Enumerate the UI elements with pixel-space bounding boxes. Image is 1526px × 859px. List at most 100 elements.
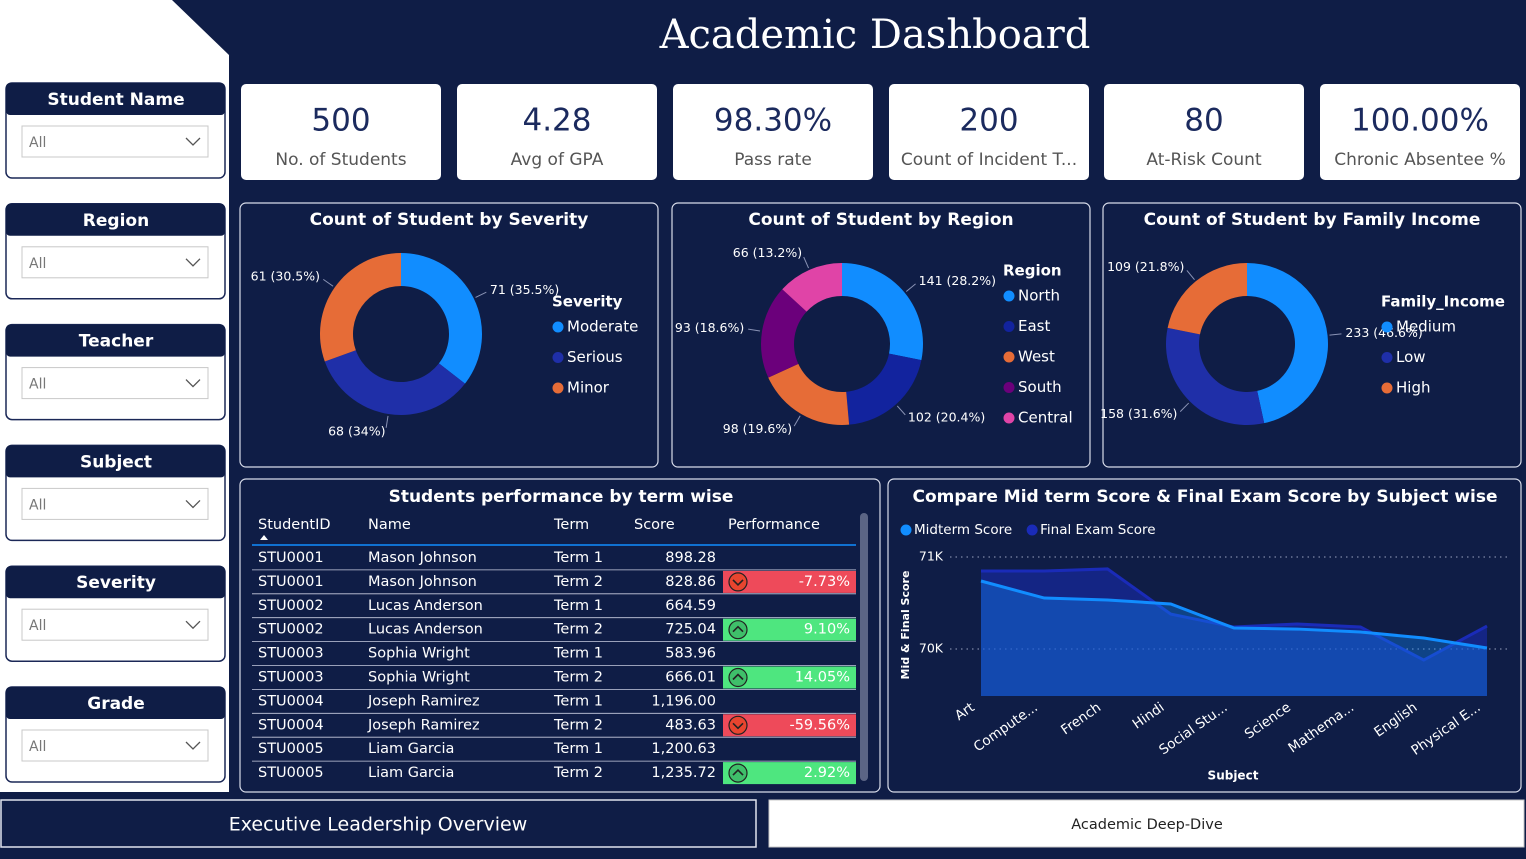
donut-slice xyxy=(1166,327,1265,425)
cell: STU0003 xyxy=(258,670,324,686)
kpi-card xyxy=(241,84,441,180)
donut-slice xyxy=(401,253,483,384)
data-label: 71 (35.5%) xyxy=(490,282,559,297)
performance-chevron xyxy=(732,673,744,681)
performance-chevron xyxy=(732,768,744,776)
cell: Mason Johnson xyxy=(368,550,477,566)
kpi-value: 80 xyxy=(1184,103,1223,139)
x-axis-label: Subject xyxy=(1208,769,1259,783)
cell: 14.05% xyxy=(795,670,850,686)
slicer-header xyxy=(6,324,225,357)
cell: Mason Johnson xyxy=(368,574,477,590)
legend-marker xyxy=(900,524,912,536)
cell: Lucas Anderson xyxy=(368,598,483,614)
scrollbar[interactable] xyxy=(860,513,868,781)
cell: Sophia Wright xyxy=(368,646,470,662)
dropdown-value: All xyxy=(29,256,46,272)
column-header: StudentID xyxy=(258,517,331,533)
cell: STU0001 xyxy=(258,574,324,590)
cell: Joseph Ramirez xyxy=(367,693,480,709)
leader-line xyxy=(322,278,334,287)
performance-icon xyxy=(728,763,748,783)
cell: 2.92% xyxy=(804,765,850,781)
cell: STU0005 xyxy=(258,741,324,757)
cell: Term 2 xyxy=(553,622,603,638)
slicer-label: Region xyxy=(83,211,149,231)
slicer-header xyxy=(6,687,225,719)
performance-chevron xyxy=(732,722,744,730)
dropdown-value: All xyxy=(29,135,46,151)
donut-slice xyxy=(842,263,923,361)
cell: 1,235.72 xyxy=(651,765,716,781)
y-axis-label: Mid & Final Score xyxy=(899,571,912,680)
cell: Lucas Anderson xyxy=(368,622,483,638)
cell: Term 1 xyxy=(553,646,603,662)
legend-marker xyxy=(1003,290,1015,302)
performance-cell xyxy=(723,714,856,737)
leader-line xyxy=(748,328,761,332)
dropdown-value: All xyxy=(29,618,46,634)
nav-button[interactable] xyxy=(768,799,1525,848)
cell: Term 1 xyxy=(553,550,603,566)
legend-marker xyxy=(1003,321,1015,332)
donut-slice xyxy=(324,350,466,416)
cell: 9.10% xyxy=(804,622,850,638)
data-label: 66 (13.2%) xyxy=(733,245,802,260)
cell: 483.63 xyxy=(665,717,716,733)
data-label: 141 (28.2%) xyxy=(919,273,996,288)
legend-label: Midterm Score xyxy=(914,522,1012,538)
legend-label: Final Exam Score xyxy=(1040,522,1155,538)
cell: Term 2 xyxy=(553,574,603,590)
nav-button[interactable] xyxy=(0,799,757,848)
panel xyxy=(239,478,881,793)
donut-slice xyxy=(1167,263,1247,335)
leader-line xyxy=(905,283,916,292)
legend-label: Minor xyxy=(567,379,610,397)
cell: STU0002 xyxy=(258,598,324,614)
dropdown-value: All xyxy=(29,497,46,513)
kpi-value: 4.28 xyxy=(522,103,591,139)
cell: Liam Garcia xyxy=(368,765,454,781)
dropdown[interactable] xyxy=(21,367,209,400)
cell: Sophia Wright xyxy=(368,670,470,686)
dropdown-chevron xyxy=(185,258,201,267)
cell: -59.56% xyxy=(789,717,850,733)
legend-marker xyxy=(1003,382,1015,393)
legend-marker xyxy=(1381,321,1393,333)
page-title: Academic Dashboard xyxy=(659,12,1091,58)
cell: 583.96 xyxy=(665,646,716,662)
legend-marker xyxy=(552,321,564,333)
y-tick-label: 70K xyxy=(919,641,944,656)
legend-label: Serious xyxy=(567,348,623,366)
legend-label: North xyxy=(1018,287,1060,305)
dropdown[interactable] xyxy=(21,246,209,279)
legend-label: Moderate xyxy=(567,318,638,336)
dropdown[interactable] xyxy=(21,487,209,520)
column-header: Performance xyxy=(728,517,820,533)
legend-marker xyxy=(1003,351,1015,363)
kpi-value: 500 xyxy=(311,103,370,139)
kpi-label: Count of Incident T... xyxy=(901,150,1077,170)
kpi-card xyxy=(457,84,657,180)
cell: STU0004 xyxy=(258,693,324,709)
performance-icon xyxy=(728,715,748,735)
performance-icon xyxy=(728,667,748,688)
dropdown[interactable] xyxy=(21,608,209,641)
data-label: 233 (46.6%) xyxy=(1345,325,1422,340)
slicer-header xyxy=(6,83,225,115)
kpi-label: At-Risk Count xyxy=(1146,150,1262,170)
kpi-value: 200 xyxy=(959,103,1018,139)
dropdown[interactable] xyxy=(21,125,209,158)
dropdown[interactable] xyxy=(21,729,209,762)
kpi-label: Chronic Absentee % xyxy=(1334,150,1506,170)
slicer-header xyxy=(6,566,225,599)
cell: Term 1 xyxy=(553,693,603,709)
sort-indicator xyxy=(260,535,268,540)
nav-label: Academic Deep-Dive xyxy=(1071,817,1223,833)
cell: 725.04 xyxy=(665,622,716,638)
performance-cell xyxy=(723,666,856,689)
cell: Term 1 xyxy=(553,598,603,614)
cell: STU0001 xyxy=(258,550,324,566)
nav-label: Executive Leadership Overview xyxy=(229,814,527,836)
column-header: Term xyxy=(553,517,589,533)
